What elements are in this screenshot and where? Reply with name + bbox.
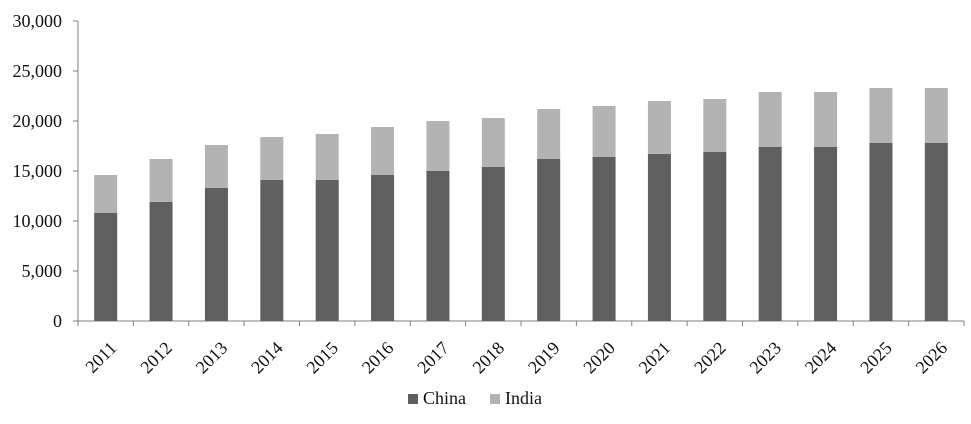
bar-china-2012 [149, 202, 173, 321]
y-tick-label: 25,000 [13, 61, 63, 81]
bar-india-2019 [537, 109, 561, 159]
bar-india-2018 [481, 118, 505, 167]
bar-china-2021 [647, 154, 671, 321]
bar-india-2016 [371, 127, 395, 175]
x-tick-label: 2018 [469, 338, 509, 378]
bar-china-2016 [371, 175, 395, 321]
x-tick-label: 2011 [81, 338, 120, 377]
y-tick-label: 10,000 [13, 211, 63, 231]
bar-india-2013 [204, 145, 228, 188]
x-tick-label: 2021 [635, 338, 675, 378]
y-tick-label: 20,000 [13, 111, 63, 131]
legend-label-china: China [423, 388, 466, 408]
bar-china-2026 [924, 143, 948, 321]
bar-india-2022 [703, 99, 727, 152]
x-tick-label: 2020 [579, 338, 619, 378]
bar-china-2020 [592, 157, 616, 321]
x-tick-label: 2019 [524, 338, 564, 378]
x-tick-label: 2012 [136, 338, 176, 378]
bars [94, 88, 948, 321]
y-tick-label: 0 [53, 311, 62, 331]
bar-china-2015 [315, 180, 339, 321]
legend-swatch-india [490, 394, 500, 404]
y-tick-label: 15,000 [13, 161, 63, 181]
x-tick-label: 2024 [801, 338, 841, 378]
bar-india-2015 [315, 134, 339, 180]
bar-china-2018 [481, 167, 505, 321]
bar-india-2017 [426, 121, 450, 171]
bar-china-2011 [94, 213, 118, 321]
bar-india-2023 [758, 92, 782, 147]
x-tick-label: 2016 [358, 338, 398, 378]
bar-india-2012 [149, 159, 173, 202]
bar-china-2013 [204, 188, 228, 321]
x-tick-label: 2014 [247, 338, 287, 378]
x-tick-label: 2026 [912, 338, 952, 378]
x-tick-labels: 2011 2012 2013 2014 2015 2016 2017 2018 2019 2020… [81, 338, 951, 378]
bar-china-2024 [814, 147, 838, 321]
bar-india-2011 [94, 175, 118, 213]
x-tick-label: 2023 [745, 338, 785, 378]
bar-china-2017 [426, 171, 450, 321]
bar-india-2025 [869, 88, 893, 143]
legend-label-india: India [505, 388, 542, 408]
bar-india-2024 [814, 92, 838, 147]
y-tick-label: 30,000 [13, 11, 63, 31]
bar-india-2021 [647, 101, 671, 154]
bar-china-2025 [869, 143, 893, 321]
bar-china-2014 [260, 180, 284, 321]
bar-india-2026 [924, 88, 948, 143]
y-tick-labels: 0 5,000 10,000 15,000 20,000 25,000 30,000 [13, 11, 63, 331]
bar-china-2019 [537, 159, 561, 321]
x-tick-label: 2017 [413, 338, 453, 378]
y-tick-label: 5,000 [22, 261, 63, 281]
x-tick-label: 2015 [302, 338, 342, 378]
bar-india-2020 [592, 106, 616, 157]
bar-china-2023 [758, 147, 782, 321]
x-tick-label: 2025 [856, 338, 896, 378]
x-tick-label: 2022 [690, 338, 730, 378]
legend-swatch-china [408, 394, 418, 404]
legend: China India [408, 388, 542, 408]
bar-india-2014 [260, 137, 284, 180]
bar-china-2022 [703, 152, 727, 321]
x-tick-label: 2013 [192, 338, 232, 378]
